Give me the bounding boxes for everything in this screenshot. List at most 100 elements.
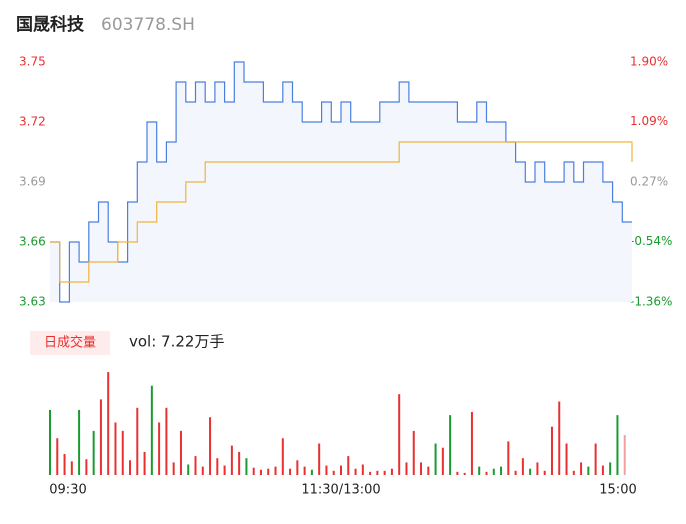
volume-bar bbox=[201, 466, 204, 475]
y-tick-label: 3.75 bbox=[19, 55, 46, 69]
volume-bar bbox=[63, 454, 66, 475]
volume-bar bbox=[252, 467, 255, 475]
volume-bar bbox=[507, 441, 510, 475]
volume-bar bbox=[179, 430, 182, 475]
volume-bar bbox=[565, 443, 568, 475]
volume-bar bbox=[420, 462, 423, 475]
volume-bar bbox=[238, 451, 241, 475]
volume-bar bbox=[143, 451, 146, 475]
volume-bar bbox=[114, 422, 117, 475]
volume-bar bbox=[376, 470, 379, 475]
volume-bar bbox=[259, 469, 262, 475]
volume-bar bbox=[158, 422, 161, 475]
volume-bar bbox=[456, 471, 459, 475]
volume-bar bbox=[187, 464, 190, 475]
volume-bar bbox=[165, 407, 168, 475]
volume-bar bbox=[441, 447, 444, 475]
volume-bar bbox=[230, 445, 233, 475]
volume-total: vol: 7.22万手 bbox=[129, 333, 224, 351]
volume-bar bbox=[514, 470, 517, 475]
volume-bar bbox=[267, 468, 270, 475]
volume-bar bbox=[580, 462, 583, 475]
x-tick-label: 11:30/13:00 bbox=[301, 483, 380, 498]
y-tick-label: 3.63 bbox=[19, 295, 46, 309]
volume-bar bbox=[521, 458, 524, 475]
volume-bar bbox=[609, 462, 612, 475]
avg-line bbox=[50, 141, 633, 283]
volume-bar bbox=[78, 409, 81, 475]
x-tick-label: 15:00 bbox=[599, 483, 636, 498]
volume-bar bbox=[347, 456, 350, 475]
volume-bar bbox=[150, 385, 153, 475]
volume-bar bbox=[529, 468, 532, 475]
volume-bar bbox=[303, 466, 306, 475]
volume-bar bbox=[129, 460, 132, 475]
volume-bar bbox=[209, 417, 212, 475]
volume-bar bbox=[616, 415, 619, 475]
volume-bar bbox=[383, 470, 386, 475]
volume-bar bbox=[587, 466, 590, 475]
volume-bar bbox=[500, 466, 503, 475]
volume-bar bbox=[572, 470, 575, 475]
volume-bar bbox=[492, 468, 495, 475]
volume-label: 日成交量 bbox=[44, 335, 96, 351]
volume-bar bbox=[361, 464, 364, 475]
volume-bar bbox=[99, 399, 102, 475]
volume-bar bbox=[289, 468, 292, 475]
volume-bar bbox=[485, 471, 488, 475]
y-tick-label: 3.69 bbox=[19, 175, 46, 189]
volume-bar bbox=[390, 468, 393, 475]
volume-bar bbox=[296, 460, 299, 475]
volume-bar bbox=[245, 458, 248, 475]
y2-tick-label: -1.36% bbox=[630, 295, 672, 309]
volume-bar bbox=[56, 438, 59, 475]
volume-bar bbox=[281, 438, 284, 475]
volume-bar bbox=[601, 465, 604, 475]
volume-bar bbox=[470, 412, 473, 475]
badge-bg bbox=[30, 331, 110, 355]
volume-bar bbox=[463, 472, 466, 475]
volume-bar bbox=[594, 443, 597, 475]
volume-bar bbox=[172, 462, 175, 475]
volume-bar bbox=[332, 470, 335, 475]
price-line bbox=[50, 61, 632, 303]
volume-bar bbox=[318, 443, 321, 475]
y-tick-label: 3.66 bbox=[19, 235, 46, 249]
x-tick-label: 09:30 bbox=[49, 483, 86, 498]
volume-bar bbox=[478, 466, 481, 475]
stock-name: 国晟科技 bbox=[16, 14, 85, 35]
volume-bar bbox=[405, 462, 408, 475]
volume-bar bbox=[354, 468, 357, 475]
volume-bar bbox=[274, 466, 277, 475]
volume-bar bbox=[223, 465, 226, 475]
y-tick-label: 3.72 bbox=[19, 115, 46, 129]
volume-bar bbox=[412, 430, 415, 475]
volume-bar bbox=[558, 401, 561, 475]
volume-bar bbox=[398, 394, 401, 475]
volume-bar bbox=[543, 470, 546, 475]
volume-bar bbox=[70, 461, 73, 475]
volume-bar bbox=[107, 372, 110, 475]
y2-tick-label: 1.90% bbox=[630, 55, 668, 69]
volume-bar bbox=[85, 459, 88, 475]
volume-bar bbox=[92, 430, 95, 475]
volume-bar bbox=[536, 462, 539, 475]
volume-bar bbox=[550, 426, 553, 475]
volume-bar bbox=[194, 456, 197, 475]
volume-bar bbox=[49, 409, 51, 475]
volume-bar bbox=[121, 430, 124, 475]
y2-tick-label: 0.27% bbox=[630, 175, 668, 189]
y2-tick-label: 1.09% bbox=[630, 114, 668, 128]
y2-tick-label: -0.54% bbox=[630, 234, 672, 248]
volume-bar bbox=[449, 415, 452, 475]
volume-bar bbox=[216, 458, 219, 475]
volume-bar bbox=[427, 466, 430, 475]
volume-bar bbox=[340, 465, 342, 475]
volume-bar bbox=[623, 435, 626, 475]
volume-bar bbox=[325, 465, 328, 475]
volume-bar bbox=[136, 407, 139, 475]
stock-code: 603778.SH bbox=[101, 15, 195, 35]
volume-bar bbox=[434, 443, 437, 475]
volume-bar bbox=[310, 469, 313, 475]
